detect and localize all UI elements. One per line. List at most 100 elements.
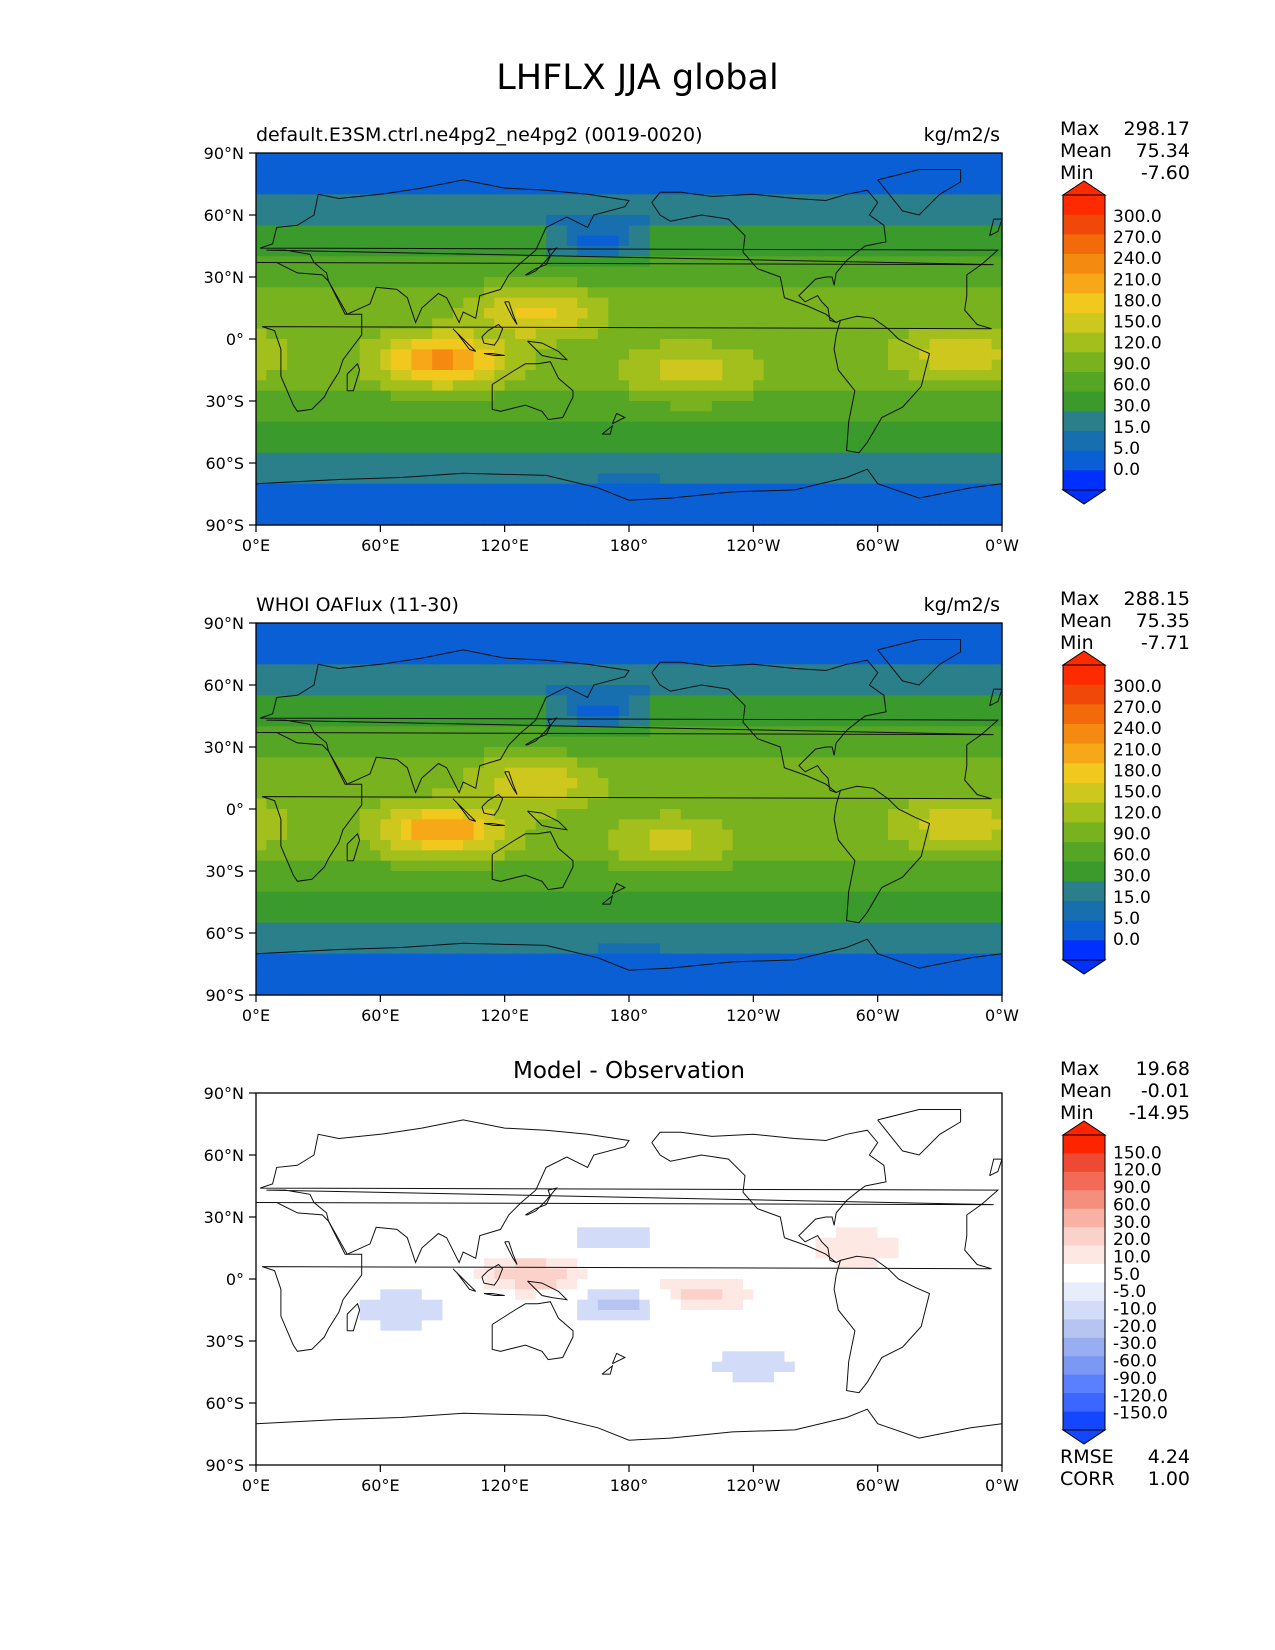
field-cell (276, 643, 288, 655)
field-cell (784, 287, 796, 299)
field-cell (390, 902, 402, 913)
field-cell (753, 359, 765, 371)
field-cell (618, 685, 630, 696)
field-cell (525, 297, 537, 309)
field-cell (970, 442, 982, 454)
field-cell (587, 401, 599, 412)
field-cell (452, 757, 464, 769)
field-cell (546, 933, 558, 944)
field-cell (525, 788, 537, 800)
field-cell (660, 933, 672, 944)
field-cell (732, 819, 744, 831)
field-cell (390, 163, 402, 175)
field-cell (369, 215, 381, 226)
field-cell (380, 287, 392, 299)
field-cell (763, 473, 775, 485)
field-cell (328, 695, 340, 707)
field-cell (950, 912, 962, 924)
field-cell (390, 432, 402, 443)
field-cell (442, 633, 454, 645)
field-cell (577, 871, 589, 882)
field-cell (908, 514, 920, 526)
field-cell (960, 514, 972, 526)
field-cell (722, 349, 734, 361)
field-cell (287, 318, 299, 330)
field-cell (732, 757, 744, 769)
field-cell (535, 225, 547, 237)
field-cell (535, 860, 547, 872)
field-cell (359, 643, 371, 655)
field-cell (670, 370, 682, 381)
field-cell (307, 163, 319, 175)
field-cell (577, 370, 589, 381)
field-cell (950, 705, 962, 717)
field-cell (566, 798, 578, 810)
field-cell (732, 215, 744, 226)
field-cell (483, 494, 495, 505)
field-cell (432, 726, 444, 738)
field-cell (421, 235, 433, 247)
field-cell (929, 297, 941, 309)
field-cell (577, 788, 589, 800)
field-cell (442, 736, 454, 748)
field-cell (794, 623, 806, 634)
field-cell (618, 359, 630, 371)
field-cell (919, 726, 931, 738)
field-cell (742, 871, 754, 882)
field-cell (266, 277, 278, 288)
field-cell (432, 798, 444, 810)
field-cell (297, 943, 309, 955)
field-cell (898, 318, 910, 330)
field-cell (970, 933, 982, 944)
field-cell (722, 809, 734, 820)
field-cell (815, 235, 827, 247)
field-cell (836, 747, 848, 758)
field-cell (473, 215, 485, 226)
field-cell (566, 339, 578, 350)
field-cell (898, 891, 910, 903)
field-cell (742, 463, 754, 474)
field-cell (546, 798, 558, 810)
field-cell (774, 871, 786, 882)
field-cell (597, 514, 609, 526)
field-cell (856, 390, 868, 402)
field-cell (774, 153, 786, 164)
field-cell (587, 308, 599, 319)
field-cell (908, 359, 920, 371)
field-cell (328, 736, 340, 748)
field-cell (608, 685, 620, 696)
field-cell (774, 494, 786, 505)
field-cell (525, 881, 537, 893)
field-cell (566, 390, 578, 402)
field-cell (401, 912, 413, 924)
field-cell (939, 922, 951, 934)
field-cell (494, 685, 506, 696)
field-cell (359, 411, 371, 423)
field-cell (763, 514, 775, 526)
field-cell (732, 912, 744, 924)
field-cell (494, 411, 506, 423)
field-cell (546, 421, 558, 433)
field-cell (629, 891, 640, 903)
field-cell (722, 798, 734, 810)
field-cell (463, 736, 475, 748)
field-cell (898, 225, 910, 237)
field-cell (307, 514, 319, 526)
field-cell (307, 215, 319, 226)
field-cell (970, 736, 982, 748)
field-cell (618, 933, 630, 944)
field-cell (380, 411, 392, 423)
field-cell (411, 922, 423, 934)
field-cell (494, 359, 506, 371)
field-cell (670, 204, 682, 216)
field-cell (359, 452, 371, 464)
field-cell (774, 902, 786, 913)
field-cell (680, 850, 692, 862)
field-cell (380, 380, 392, 392)
field-cell (442, 871, 454, 882)
field-cell (297, 287, 309, 299)
stat-mean-value: -0.01 (1140, 1080, 1190, 1102)
field-cell (577, 726, 589, 738)
field-cell (680, 933, 692, 944)
field-cell (732, 695, 744, 707)
